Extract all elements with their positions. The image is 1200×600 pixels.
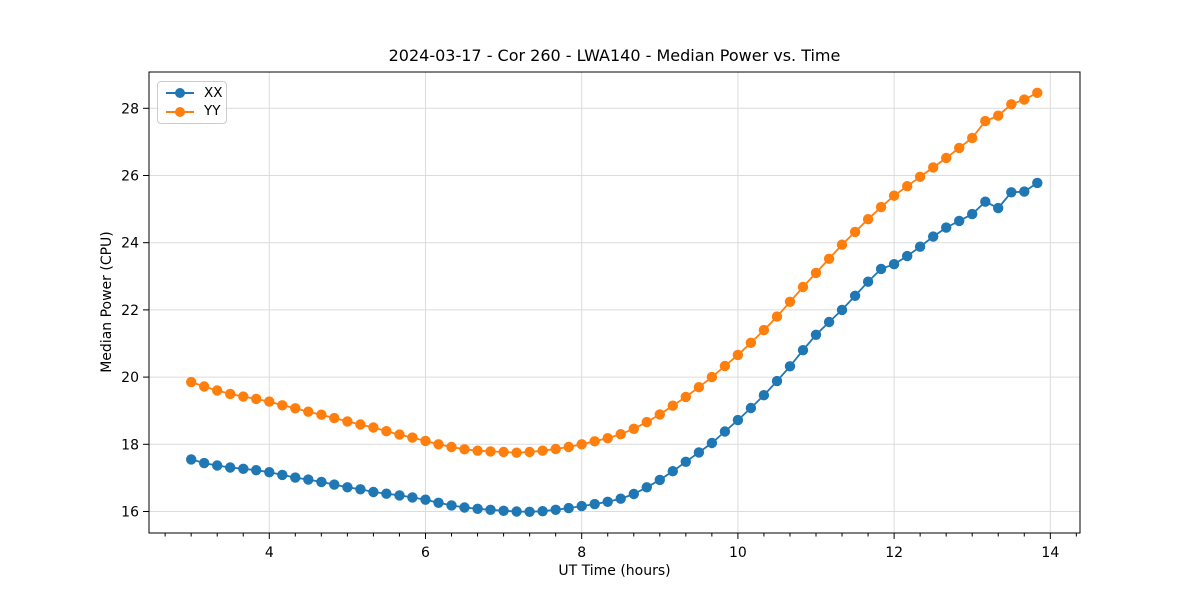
chart-title: 2024-03-17 - Cor 260 - LWA140 - Median P…	[388, 46, 841, 65]
x-tick-label: 12	[885, 545, 903, 561]
plot-spines	[148, 71, 1081, 534]
y-axis-label: Median Power (CPU)	[99, 231, 115, 373]
x-axis-label: UT Time (hours)	[558, 563, 671, 579]
legend-item-xx: XX	[158, 86, 226, 100]
legend-label-xx: XX	[204, 84, 223, 101]
series-markers	[186, 177, 1043, 517]
series-markers	[186, 87, 1043, 458]
y-tick-label: 24	[121, 236, 139, 252]
x-tick-label: 14	[1041, 545, 1059, 561]
y-tick-label: 18	[121, 437, 139, 453]
y-tick-label: 22	[121, 303, 139, 319]
series-yy	[186, 87, 1043, 458]
legend-marker-xx-icon	[166, 88, 194, 99]
x-tick-label: 4	[265, 545, 274, 561]
y-tick-label: 16	[121, 504, 139, 520]
legend-item-yy: YY	[158, 102, 226, 119]
legend-label-yy: YY	[204, 102, 221, 119]
tick-marks	[143, 107, 1077, 539]
y-tick-label: 20	[121, 370, 139, 386]
x-tick-label: 10	[729, 545, 747, 561]
x-tick-label: 6	[421, 545, 430, 561]
tick-labels: 4 6 8 10 12 14 16 18 20 22 24 26 28	[121, 101, 1059, 561]
legend: XX YY	[157, 81, 227, 124]
series-xx	[186, 177, 1043, 517]
y-tick-label: 26	[121, 168, 139, 184]
y-tick-label: 28	[121, 101, 139, 117]
x-tick-label: 8	[577, 545, 586, 561]
legend-marker-yy-icon	[166, 106, 194, 117]
